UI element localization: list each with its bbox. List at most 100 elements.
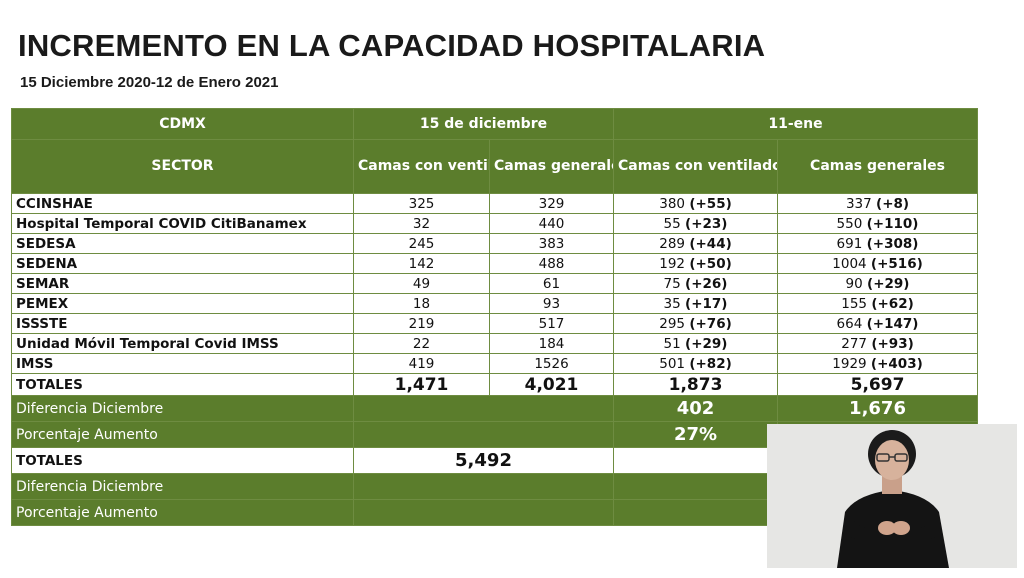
gen-jan-cell: 155 (+62) bbox=[777, 293, 979, 314]
vent-dec-value: 325 bbox=[353, 193, 490, 214]
sector-name: PEMEX bbox=[11, 293, 354, 314]
vent-jan-delta: (+76) bbox=[689, 315, 732, 332]
vent-jan-value: 295 bbox=[659, 315, 686, 332]
vent-jan-value: 289 bbox=[659, 235, 686, 252]
vent-dec-value: 22 bbox=[353, 333, 490, 354]
gen-dec-value: 93 bbox=[488, 293, 615, 314]
interpreter-figure bbox=[767, 424, 1017, 568]
sector-name: ISSSTE bbox=[11, 313, 354, 334]
gen-jan-value: 664 bbox=[836, 315, 863, 332]
totals-row: TOTALES 1,471 4,021 1,873 5,697 bbox=[11, 373, 979, 396]
vent-jan-delta: (+50) bbox=[689, 255, 732, 272]
gen-dec-value: 61 bbox=[488, 273, 615, 294]
percentage-vent: 27% bbox=[613, 421, 779, 448]
gen-jan-value: 90 bbox=[845, 275, 863, 292]
gen-jan-value: 337 bbox=[845, 195, 872, 212]
totals-gen-jan: 5,697 bbox=[777, 373, 979, 396]
sector-name: SEMAR bbox=[11, 273, 354, 294]
vent-jan-delta: (+17) bbox=[685, 295, 728, 312]
gen-dec-value: 1526 bbox=[488, 353, 615, 374]
sign-language-interpreter-video bbox=[767, 424, 1017, 568]
table-row: IMSS 419 1526 501 (+82) 1929 (+403) bbox=[11, 353, 979, 374]
gen-jan-delta: (+93) bbox=[871, 335, 914, 352]
totals-gen-dec: 4,021 bbox=[488, 373, 615, 396]
percentage-dec-cell bbox=[352, 421, 615, 448]
sector-name: SEDESA bbox=[11, 233, 354, 254]
table-row: CCINSHAE 325 329 380 (+55) 337 (+8) bbox=[11, 193, 979, 214]
vent-jan-delta: (+55) bbox=[689, 195, 732, 212]
sector-name: CCINSHAE bbox=[11, 193, 354, 214]
difference-vent: 402 bbox=[613, 395, 779, 422]
gen-dec-value: 329 bbox=[488, 193, 615, 214]
gen-jan-value: 1929 bbox=[832, 355, 867, 372]
sector-name: Hospital Temporal COVID CitiBanamex bbox=[11, 213, 354, 234]
page-subtitle: 15 Diciembre 2020-12 de Enero 2021 bbox=[20, 74, 279, 91]
vent-dec-value: 219 bbox=[353, 313, 490, 334]
difference-row: Diferencia Diciembre 402 1,676 bbox=[11, 395, 979, 422]
gen-jan-value: 155 bbox=[841, 295, 868, 312]
vent-jan-cell: 192 (+50) bbox=[613, 253, 779, 274]
difference-dec-cell bbox=[352, 395, 615, 422]
gen-jan-cell: 664 (+147) bbox=[777, 313, 979, 334]
vent-jan-delta: (+82) bbox=[689, 355, 732, 372]
vent-dec-value: 32 bbox=[353, 213, 490, 234]
vent-jan-cell: 75 (+26) bbox=[613, 273, 779, 294]
gen-dec-value: 184 bbox=[488, 333, 615, 354]
gen-jan-delta: (+29) bbox=[867, 275, 910, 292]
gen-jan-value: 550 bbox=[836, 215, 863, 232]
gen-jan-delta: (+8) bbox=[876, 195, 910, 212]
vent-jan-value: 501 bbox=[659, 355, 686, 372]
vent-jan-value: 380 bbox=[659, 195, 686, 212]
vent-jan-delta: (+44) bbox=[689, 235, 732, 252]
vent-jan-value: 192 bbox=[659, 255, 686, 272]
totals-label: TOTALES bbox=[11, 373, 354, 396]
header-gen-jan: Camas generales bbox=[777, 139, 979, 194]
percentage-label: Porcentaje Aumento bbox=[11, 421, 354, 448]
header-gen-dec: Camas generales bbox=[488, 139, 615, 194]
table-row: ISSSTE 219 517 295 (+76) 664 (+147) bbox=[11, 313, 979, 334]
table-row: PEMEX 18 93 35 (+17) 155 (+62) bbox=[11, 293, 979, 314]
gen-jan-cell: 337 (+8) bbox=[777, 193, 979, 214]
table-row: SEDESA 245 383 289 (+44) 691 (+308) bbox=[11, 233, 979, 254]
difference2-dec bbox=[352, 473, 615, 500]
vent-jan-cell: 295 (+76) bbox=[613, 313, 779, 334]
capacity-table: CDMX 15 de diciembre 11-ene SECTOR Camas… bbox=[11, 108, 979, 526]
gen-dec-value: 517 bbox=[488, 313, 615, 334]
gen-jan-cell: 90 (+29) bbox=[777, 273, 979, 294]
gen-jan-delta: (+308) bbox=[866, 235, 919, 252]
table-header-row: CDMX 15 de diciembre 11-ene bbox=[11, 108, 979, 140]
vent-dec-value: 18 bbox=[353, 293, 490, 314]
vent-jan-cell: 501 (+82) bbox=[613, 353, 779, 374]
totals2-dec: 5,492 bbox=[352, 447, 615, 474]
header-region: CDMX bbox=[11, 108, 354, 140]
vent-dec-value: 245 bbox=[353, 233, 490, 254]
vent-jan-value: 35 bbox=[663, 295, 681, 312]
header-vent-dec: Camas con ventilador bbox=[353, 139, 490, 194]
vent-jan-cell: 380 (+55) bbox=[613, 193, 779, 214]
gen-jan-value: 1004 bbox=[832, 255, 867, 272]
vent-jan-value: 51 bbox=[663, 335, 681, 352]
gen-jan-delta: (+147) bbox=[866, 315, 919, 332]
sector-name: IMSS bbox=[11, 353, 354, 374]
vent-jan-cell: 35 (+17) bbox=[613, 293, 779, 314]
vent-jan-cell: 51 (+29) bbox=[613, 333, 779, 354]
vent-dec-value: 142 bbox=[353, 253, 490, 274]
table-row: SEDENA 142 488 192 (+50) 1004 (+516) bbox=[11, 253, 979, 274]
table-subheader-row: SECTOR Camas con ventilador Camas genera… bbox=[11, 139, 979, 194]
sector-name: SEDENA bbox=[11, 253, 354, 274]
totals-vent-jan: 1,873 bbox=[613, 373, 779, 396]
table-row: SEMAR 49 61 75 (+26) 90 (+29) bbox=[11, 273, 979, 294]
page-title: INCREMENTO EN LA CAPACIDAD HOSPITALARIA bbox=[18, 28, 766, 63]
percentage2-dec bbox=[352, 499, 615, 526]
totals2-label: TOTALES bbox=[11, 447, 354, 474]
totals-vent-dec: 1,471 bbox=[353, 373, 490, 396]
vent-jan-value: 55 bbox=[663, 215, 681, 232]
percentage2-label: Porcentaje Aumento bbox=[11, 499, 354, 526]
header-date-december: 15 de diciembre bbox=[352, 108, 615, 140]
header-date-january: 11-ene bbox=[613, 108, 979, 140]
header-sector: SECTOR bbox=[11, 139, 354, 194]
difference-label: Diferencia Diciembre bbox=[11, 395, 354, 422]
gen-jan-cell: 1929 (+403) bbox=[777, 353, 979, 374]
difference2-label: Diferencia Diciembre bbox=[11, 473, 354, 500]
difference-gen: 1,676 bbox=[777, 395, 979, 422]
